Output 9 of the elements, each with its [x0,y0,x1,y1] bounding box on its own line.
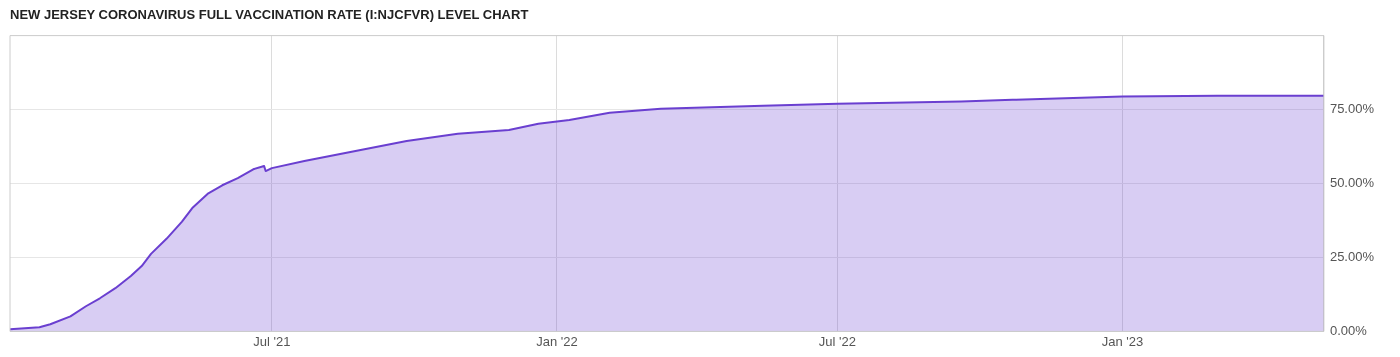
x-tick-label: Jul '21 [253,333,291,349]
y-tick-label: 50.00% [1329,175,1375,191]
chart-title: NEW JERSEY CORONAVIRUS FULL VACCINATION RATE (I:NJCFVR) LEVEL CHART [10,7,529,23]
x-tick-label: Jan '23 [1101,333,1144,349]
x-tick-label: Jan '22 [536,333,578,349]
x-tick-label: Jul '22 [818,333,856,349]
y-tick-label: 0.00% [1329,322,1368,338]
y-tick-label: 75.00% [1329,101,1375,117]
y-tick-label: 25.00% [1329,249,1375,265]
